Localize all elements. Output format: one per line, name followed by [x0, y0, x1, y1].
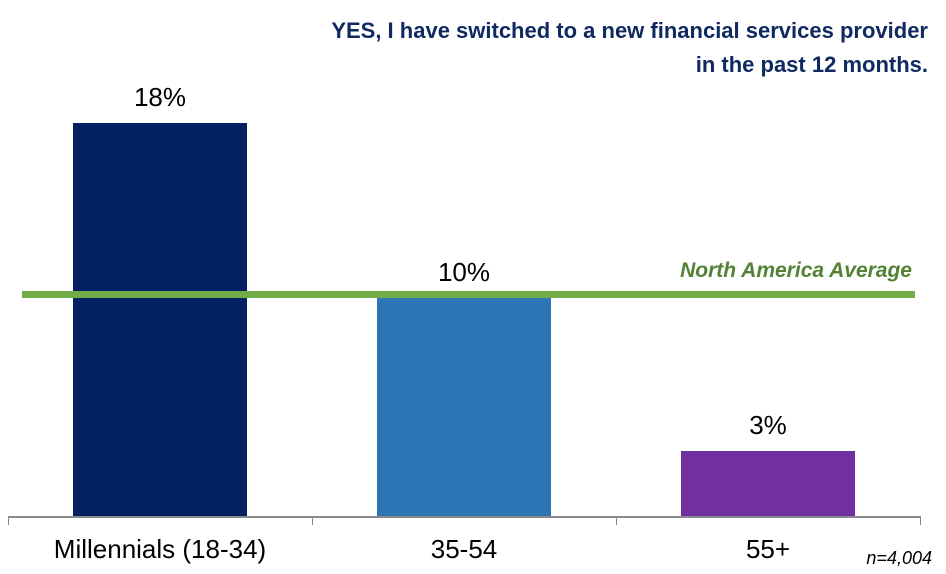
bar-value-label-millennials-18-34: 18%: [133, 82, 187, 112]
x-axis-label-35-54: 35-54: [430, 534, 498, 564]
chart-title: YES, I have switched to a new financial …: [168, 14, 928, 82]
chart-title-line2: in the past 12 months.: [695, 52, 928, 77]
reference-line-label: North America Average: [680, 259, 912, 282]
sample-size-note: n=4,004: [866, 548, 932, 568]
reference-line: [22, 291, 915, 298]
bar-value-label-55-plus: 3%: [749, 410, 787, 440]
chart-title-line1: YES, I have switched to a new financial …: [331, 18, 928, 43]
x-axis-tick: [920, 516, 921, 525]
bar-value-label-35-54: 10%: [437, 257, 491, 287]
x-axis-label-55-plus: 55+: [745, 534, 791, 564]
bar-millennials-18-34: [73, 123, 247, 517]
x-axis-line: [8, 516, 921, 518]
x-axis-tick: [312, 516, 313, 525]
bar-35-54: [377, 298, 551, 517]
x-axis-tick: [616, 516, 617, 525]
x-axis-label-millennials-18-34: Millennials (18-34): [53, 534, 267, 564]
x-axis-tick: [8, 516, 9, 525]
bar-55-plus: [681, 451, 855, 517]
